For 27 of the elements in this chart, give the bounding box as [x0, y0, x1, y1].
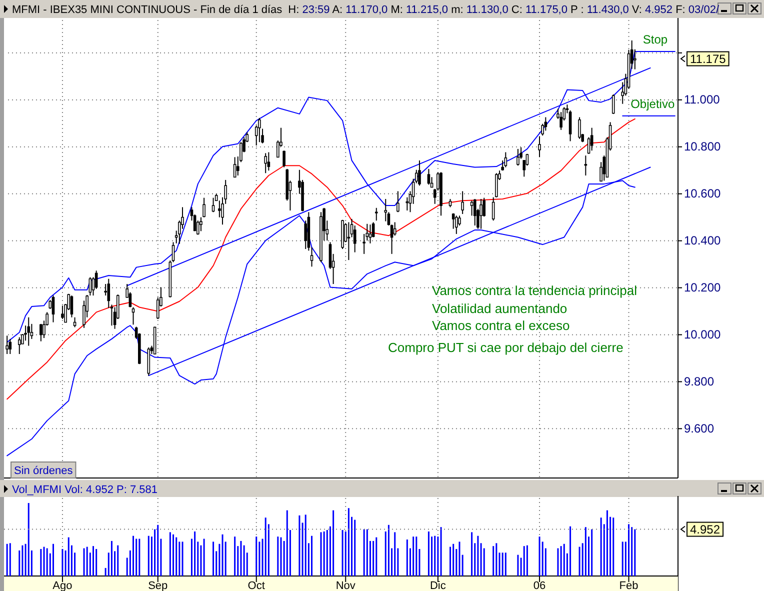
x-tick-label: Oct — [248, 580, 265, 591]
annotation: Vamos contra la tendencia principal — [432, 283, 638, 298]
x-tick-label: 06 — [533, 580, 546, 591]
x-tick-label: Dic — [430, 580, 446, 591]
text: 4.952 — [690, 522, 720, 536]
x-tick-label: Nov — [336, 580, 356, 591]
annotation: Compro PUT si cae por debajo del cierre — [388, 340, 624, 355]
x-tick-label: Sep — [148, 580, 168, 591]
series-label: Stop — [642, 32, 668, 46]
text: 11.175 — [690, 52, 726, 66]
x-tick-label: Feb — [619, 580, 638, 591]
y-tick-label: 10.400 — [684, 234, 722, 248]
y-tick-label: 9.800 — [684, 374, 714, 389]
text: H: 23:59 A: 11.170,0 M: 11.215,0 m: 11.130,0 C: 11.175,0 P : 11.430,0 V: 4.952 F: 03/02/ — [288, 4, 719, 16]
series-label: Objetivo — [630, 96, 675, 111]
chart-title: Vol_MFMI Vol: 4.952 P: 7.581 — [12, 484, 158, 496]
y-tick-label: 9.600 — [684, 422, 714, 436]
x-tick-label: Ago — [52, 580, 72, 591]
y-tick-label: 10.600 — [684, 186, 722, 201]
y-tick-label: 10.800 — [684, 140, 722, 154]
chart-title: MFMI - IBEX35 MINI CONTINUOUS - Fin de día 1 días — [12, 4, 283, 16]
y-tick-label: 10.200 — [684, 280, 722, 295]
annotation: Vamos contra el exceso — [432, 318, 570, 333]
annotation: Volatilidad aumentando — [432, 301, 568, 316]
annotation: Sin órdenes — [14, 465, 74, 477]
y-tick-label: 10.000 — [684, 328, 722, 342]
y-tick-label: 11.000 — [684, 92, 720, 107]
